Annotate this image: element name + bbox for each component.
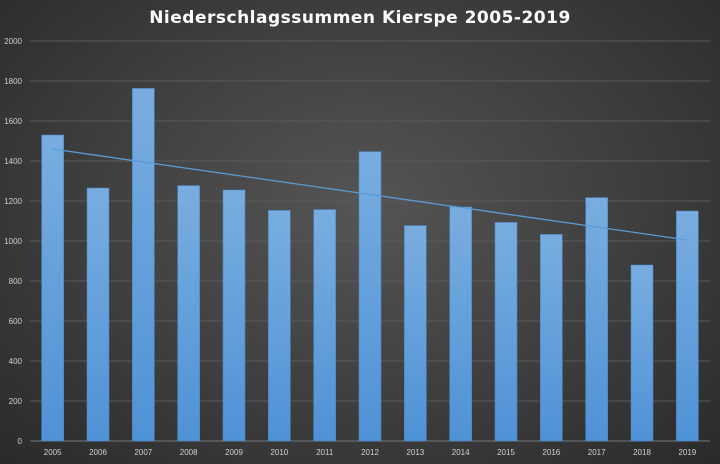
bar-2019 [676,210,699,442]
bar-2009 [222,189,246,442]
bar-2011 [313,209,336,442]
bar-2012 [358,151,382,442]
bar-2016 [540,234,563,442]
y-tick-label: 1000 [4,237,22,246]
x-tick-label: 2017 [588,448,606,457]
bar-2008 [177,185,200,442]
y-tick-label: 1800 [4,77,22,86]
x-tick-label: 2018 [633,448,651,457]
y-tick-label: 2000 [4,37,22,46]
x-tick-label: 2010 [270,448,288,457]
chart-title: Niederschlagssummen Kierspe 2005-2019 [149,8,571,28]
x-tick-label: 2007 [134,448,152,457]
x-tick-label: 2008 [180,448,198,457]
x-tick-label: 2015 [497,448,515,457]
bar-2013 [404,225,427,442]
bar-2007 [132,88,155,442]
x-tick-label: 2012 [361,448,379,457]
x-tick-label: 2019 [678,448,696,457]
y-tick-label: 400 [9,357,23,366]
x-tick-label: 2013 [406,448,424,457]
x-tick-label: 2009 [225,448,243,457]
bar-2018 [630,264,654,442]
bar-2015 [494,222,518,442]
x-tick-label: 2005 [44,448,62,457]
bar-2010 [268,210,291,442]
x-tick-label: 2006 [89,448,107,457]
trendline [52,148,688,241]
bar-2005 [41,134,64,442]
y-tick-label: 200 [9,397,23,406]
bar-2017 [585,197,608,442]
x-tick-label: 2011 [316,448,334,457]
bar-2014 [449,206,472,442]
y-tick-label: 800 [9,277,23,286]
x-tick-label: 2014 [452,448,470,457]
y-tick-label: 0 [18,437,23,446]
x-tick-label: 2016 [542,448,560,457]
bar-2006 [86,187,110,442]
y-tick-label: 600 [9,317,23,326]
y-tick-label: 1400 [4,157,22,166]
y-tick-label: 1200 [4,197,22,206]
y-tick-label: 1600 [4,117,22,126]
